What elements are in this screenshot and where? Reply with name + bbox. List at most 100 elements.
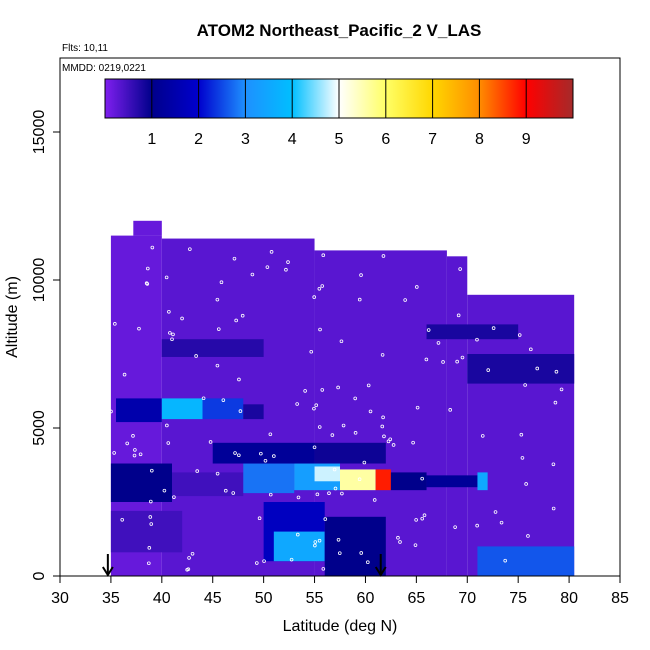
- sample-point: [382, 434, 386, 439]
- sample-point: [295, 402, 299, 406]
- sample-point: [268, 492, 273, 497]
- sample-point: [554, 369, 559, 374]
- y-tick-label: 0: [31, 571, 48, 580]
- sample-point: [296, 495, 301, 500]
- chart-title: ATOM2 Northeast_Pacific_2 V_LAS: [197, 21, 482, 40]
- sample-point: [132, 453, 137, 458]
- sample-point: [391, 443, 396, 447]
- sample-point: [313, 540, 318, 544]
- sample-point: [380, 353, 385, 357]
- sample-point: [125, 441, 130, 446]
- sample-point: [453, 525, 457, 529]
- sample-point: [414, 518, 418, 522]
- sample-point: [475, 337, 479, 342]
- colorbar-tick-label: 9: [522, 131, 531, 148]
- sample-point: [164, 275, 169, 280]
- heatmap-cell: [467, 354, 575, 384]
- sample-point: [362, 460, 367, 465]
- x-tick-label: 40: [153, 590, 171, 607]
- sample-point: [170, 337, 174, 342]
- sample-point: [519, 432, 524, 437]
- sample-point: [147, 561, 151, 566]
- marker-arrow-head: [102, 566, 114, 577]
- x-tick-label: 70: [458, 590, 476, 607]
- sample-point: [475, 523, 479, 528]
- sample-point: [150, 468, 154, 473]
- y-tick-label: 5000: [31, 410, 48, 446]
- sample-point: [315, 492, 320, 497]
- sample-point: [237, 453, 241, 458]
- sample-point: [194, 354, 198, 358]
- sample-point: [336, 537, 341, 542]
- sample-point: [551, 506, 556, 511]
- sample-point: [460, 355, 465, 360]
- sample-point: [519, 259, 524, 264]
- heatmap-cell: [426, 324, 519, 340]
- sample-point: [559, 387, 564, 392]
- sample-point: [420, 516, 425, 521]
- sample-point: [188, 247, 192, 251]
- sample-point: [201, 396, 206, 401]
- sample-point: [327, 491, 331, 496]
- colorbar-tick-label: 2: [194, 131, 203, 148]
- x-tick-label: 60: [357, 590, 375, 607]
- sample-point: [131, 434, 135, 438]
- sample-point: [295, 532, 300, 537]
- sample-point: [499, 244, 503, 248]
- colorbar-tick-label: 7: [428, 131, 437, 148]
- sample-point: [424, 357, 429, 362]
- sample-point: [380, 424, 385, 429]
- sample-point: [314, 403, 319, 408]
- sample-points: [109, 244, 564, 572]
- heatmap-cell: [243, 404, 264, 420]
- sample-point: [415, 285, 419, 289]
- sample-point: [491, 326, 496, 330]
- sample-point: [535, 366, 540, 371]
- sample-point: [455, 359, 459, 364]
- sample-point: [353, 431, 358, 435]
- sample-point: [359, 551, 364, 555]
- sample-point: [523, 383, 527, 387]
- sample-point: [336, 385, 340, 390]
- heatmap-cell: [324, 516, 386, 576]
- sample-point: [122, 372, 127, 377]
- sample-point: [333, 486, 338, 491]
- heatmap-cell: [273, 531, 325, 562]
- sample-point: [149, 499, 153, 504]
- x-axis: 30 35 40 45 50 55 60 65 70 75 80 85: [51, 576, 629, 607]
- sample-point: [286, 260, 290, 264]
- x-tick-label: 35: [102, 590, 120, 607]
- sample-point: [366, 383, 371, 388]
- sample-point: [386, 439, 391, 444]
- sample-point: [144, 281, 149, 286]
- sample-point: [357, 477, 362, 482]
- colorbar-ticks: 1 2 3 4 5 6 7 8 9: [147, 79, 531, 148]
- sample-point: [240, 313, 245, 318]
- sample-point: [332, 467, 337, 472]
- x-tick-label: 75: [509, 590, 527, 607]
- sample-point: [330, 433, 335, 437]
- sample-point: [268, 432, 273, 437]
- y-axis: 0 5000 10000 15000: [31, 110, 60, 580]
- sample-point: [366, 560, 370, 565]
- sample-point: [321, 253, 326, 258]
- heatmap-cell: [426, 475, 478, 488]
- sample-point: [422, 513, 427, 517]
- colorbar-tick-label: 1: [147, 131, 156, 148]
- sample-point: [381, 254, 386, 258]
- sample-point: [441, 360, 445, 364]
- sample-point: [398, 540, 402, 544]
- sample-point: [190, 551, 195, 556]
- sample-point: [340, 491, 344, 496]
- sample-point: [215, 363, 220, 368]
- x-tick-label: 80: [560, 590, 578, 607]
- dates-note: MMDD: 0219,0221: [62, 63, 146, 74]
- heatmap-cell: [161, 398, 203, 420]
- y-tick-label: 15000: [31, 110, 48, 155]
- sample-point: [520, 456, 525, 460]
- sample-point: [526, 534, 530, 538]
- sample-point: [426, 328, 431, 332]
- sample-point: [320, 388, 325, 392]
- heatmap-cell: [212, 442, 315, 464]
- sample-point: [145, 282, 150, 286]
